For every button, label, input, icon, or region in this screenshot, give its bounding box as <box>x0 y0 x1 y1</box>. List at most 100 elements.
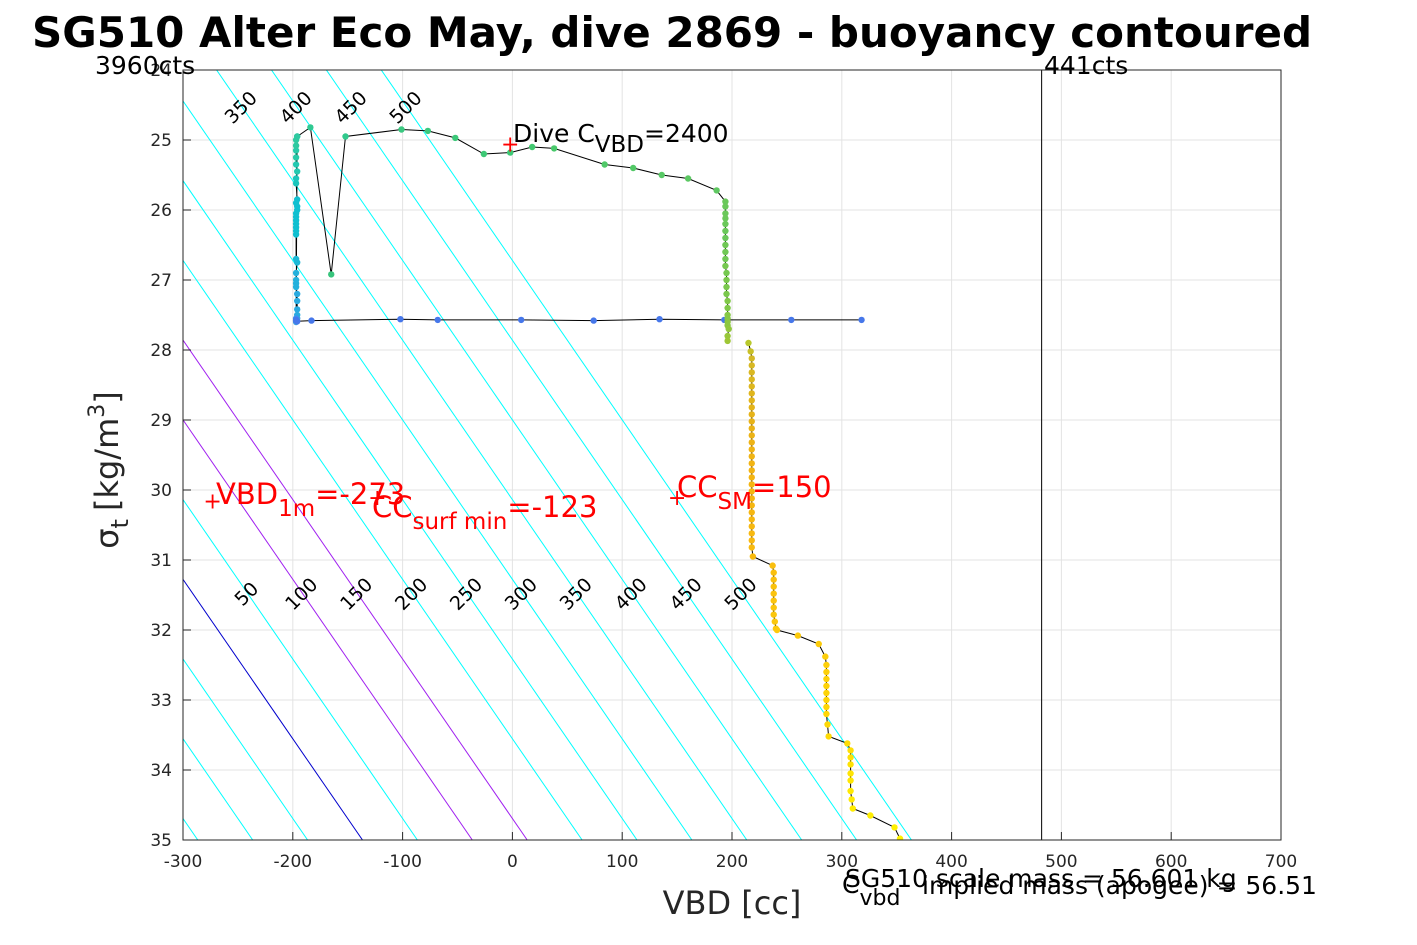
data-point <box>292 255 300 263</box>
data-point <box>748 467 755 474</box>
data-point <box>292 147 300 154</box>
data-point <box>293 168 301 175</box>
data-point <box>745 339 752 347</box>
data-point <box>292 175 300 182</box>
data-point <box>896 835 904 840</box>
data-point <box>748 488 755 495</box>
data-point <box>794 632 802 639</box>
data-point <box>723 283 730 291</box>
data-point <box>722 210 729 217</box>
data-point <box>769 562 776 569</box>
data-point <box>292 142 300 149</box>
data-point <box>748 516 755 523</box>
data-point <box>823 675 830 683</box>
data-point <box>292 269 300 277</box>
x-tick-label: 300 <box>826 852 858 872</box>
y-tick-label: 31 <box>150 551 172 571</box>
y-tick-label: 28 <box>150 341 172 361</box>
data-point <box>823 710 830 718</box>
y-tick-label: 25 <box>150 131 172 151</box>
data-point <box>590 317 597 324</box>
y-tick-label: 35 <box>150 831 172 851</box>
contour-line <box>271 70 803 840</box>
cc-sm-annotation: CCSM=150 <box>677 470 832 515</box>
y-tick-label: 26 <box>150 201 172 221</box>
y-axis-label: σt[kg/m3] <box>85 391 134 548</box>
data-point <box>748 439 755 446</box>
data-point <box>722 227 729 235</box>
y-tick-label: 27 <box>150 271 172 291</box>
y-tick-label: 34 <box>150 761 172 781</box>
data-point <box>748 481 755 488</box>
dive-cvbd-marker: + <box>501 133 519 158</box>
data-point <box>601 161 608 168</box>
data-point <box>328 271 335 278</box>
data-point <box>847 770 854 777</box>
x-tick-label: 500 <box>1045 852 1077 872</box>
contour-line <box>0 70 88 840</box>
data-point <box>528 143 536 151</box>
data-point <box>307 124 314 131</box>
data-point <box>748 404 755 411</box>
data-point <box>823 668 830 676</box>
data-point <box>722 203 729 210</box>
data-point <box>748 544 755 551</box>
y-tick-label: 24 <box>150 61 172 81</box>
data-point <box>823 682 830 690</box>
x-tick-label: 700 <box>1265 852 1297 872</box>
data-point <box>434 316 441 324</box>
contour-line <box>183 100 693 840</box>
data-point <box>858 316 865 324</box>
chart-title: SG510 Alter Eco May, dive 2869 - buoyanc… <box>32 8 1312 57</box>
x-tick-label: 400 <box>935 852 967 872</box>
data-point <box>844 740 851 747</box>
cvbd-footer-label: Cvbd <box>842 870 900 911</box>
data-point <box>724 337 731 345</box>
axis-ticks: -300 -200 -100 0 100 200 300 400 500 600 700 24 25 26… <box>150 61 1297 872</box>
data-point <box>847 777 854 784</box>
cc-surf-min-marker: + <box>368 486 386 511</box>
data-point <box>722 262 729 270</box>
contour-line <box>183 578 363 840</box>
dive-cvbd-annotation: Dive CVBD=2400 <box>513 119 729 158</box>
data-point <box>748 460 755 467</box>
counts-right-label: 441cts <box>1044 51 1128 80</box>
data-point <box>722 220 729 228</box>
data-point <box>293 318 301 325</box>
data-point <box>748 474 755 481</box>
data-point <box>656 316 663 323</box>
data-point <box>867 812 874 819</box>
data-point <box>308 317 315 324</box>
data-point <box>722 241 729 249</box>
data-point <box>823 661 830 669</box>
contour-line <box>183 658 309 840</box>
data-point <box>770 611 777 618</box>
data-point <box>748 397 755 404</box>
data-point <box>788 316 795 324</box>
x-tick-label: 0 <box>507 852 518 872</box>
data-point <box>747 348 754 355</box>
dive-data-series <box>292 124 904 840</box>
data-point <box>722 234 729 242</box>
y-tick-label: 29 <box>150 411 172 431</box>
contour-line <box>183 339 528 840</box>
contour-line <box>216 70 748 840</box>
x-tick-label: -200 <box>274 852 313 872</box>
contour-line <box>380 70 912 840</box>
data-point <box>847 761 854 768</box>
data-point <box>770 576 777 583</box>
buoyancy-contours <box>0 70 912 840</box>
data-point <box>770 597 777 604</box>
data-point <box>293 290 301 298</box>
data-point <box>749 553 757 560</box>
data-point <box>748 523 755 530</box>
data-point <box>397 316 404 323</box>
contour-line <box>183 498 418 840</box>
data-point <box>748 355 755 362</box>
data-point <box>507 149 514 156</box>
data-point <box>724 332 731 340</box>
data-point <box>723 269 730 277</box>
data-point <box>748 530 755 537</box>
data-point <box>722 248 729 256</box>
